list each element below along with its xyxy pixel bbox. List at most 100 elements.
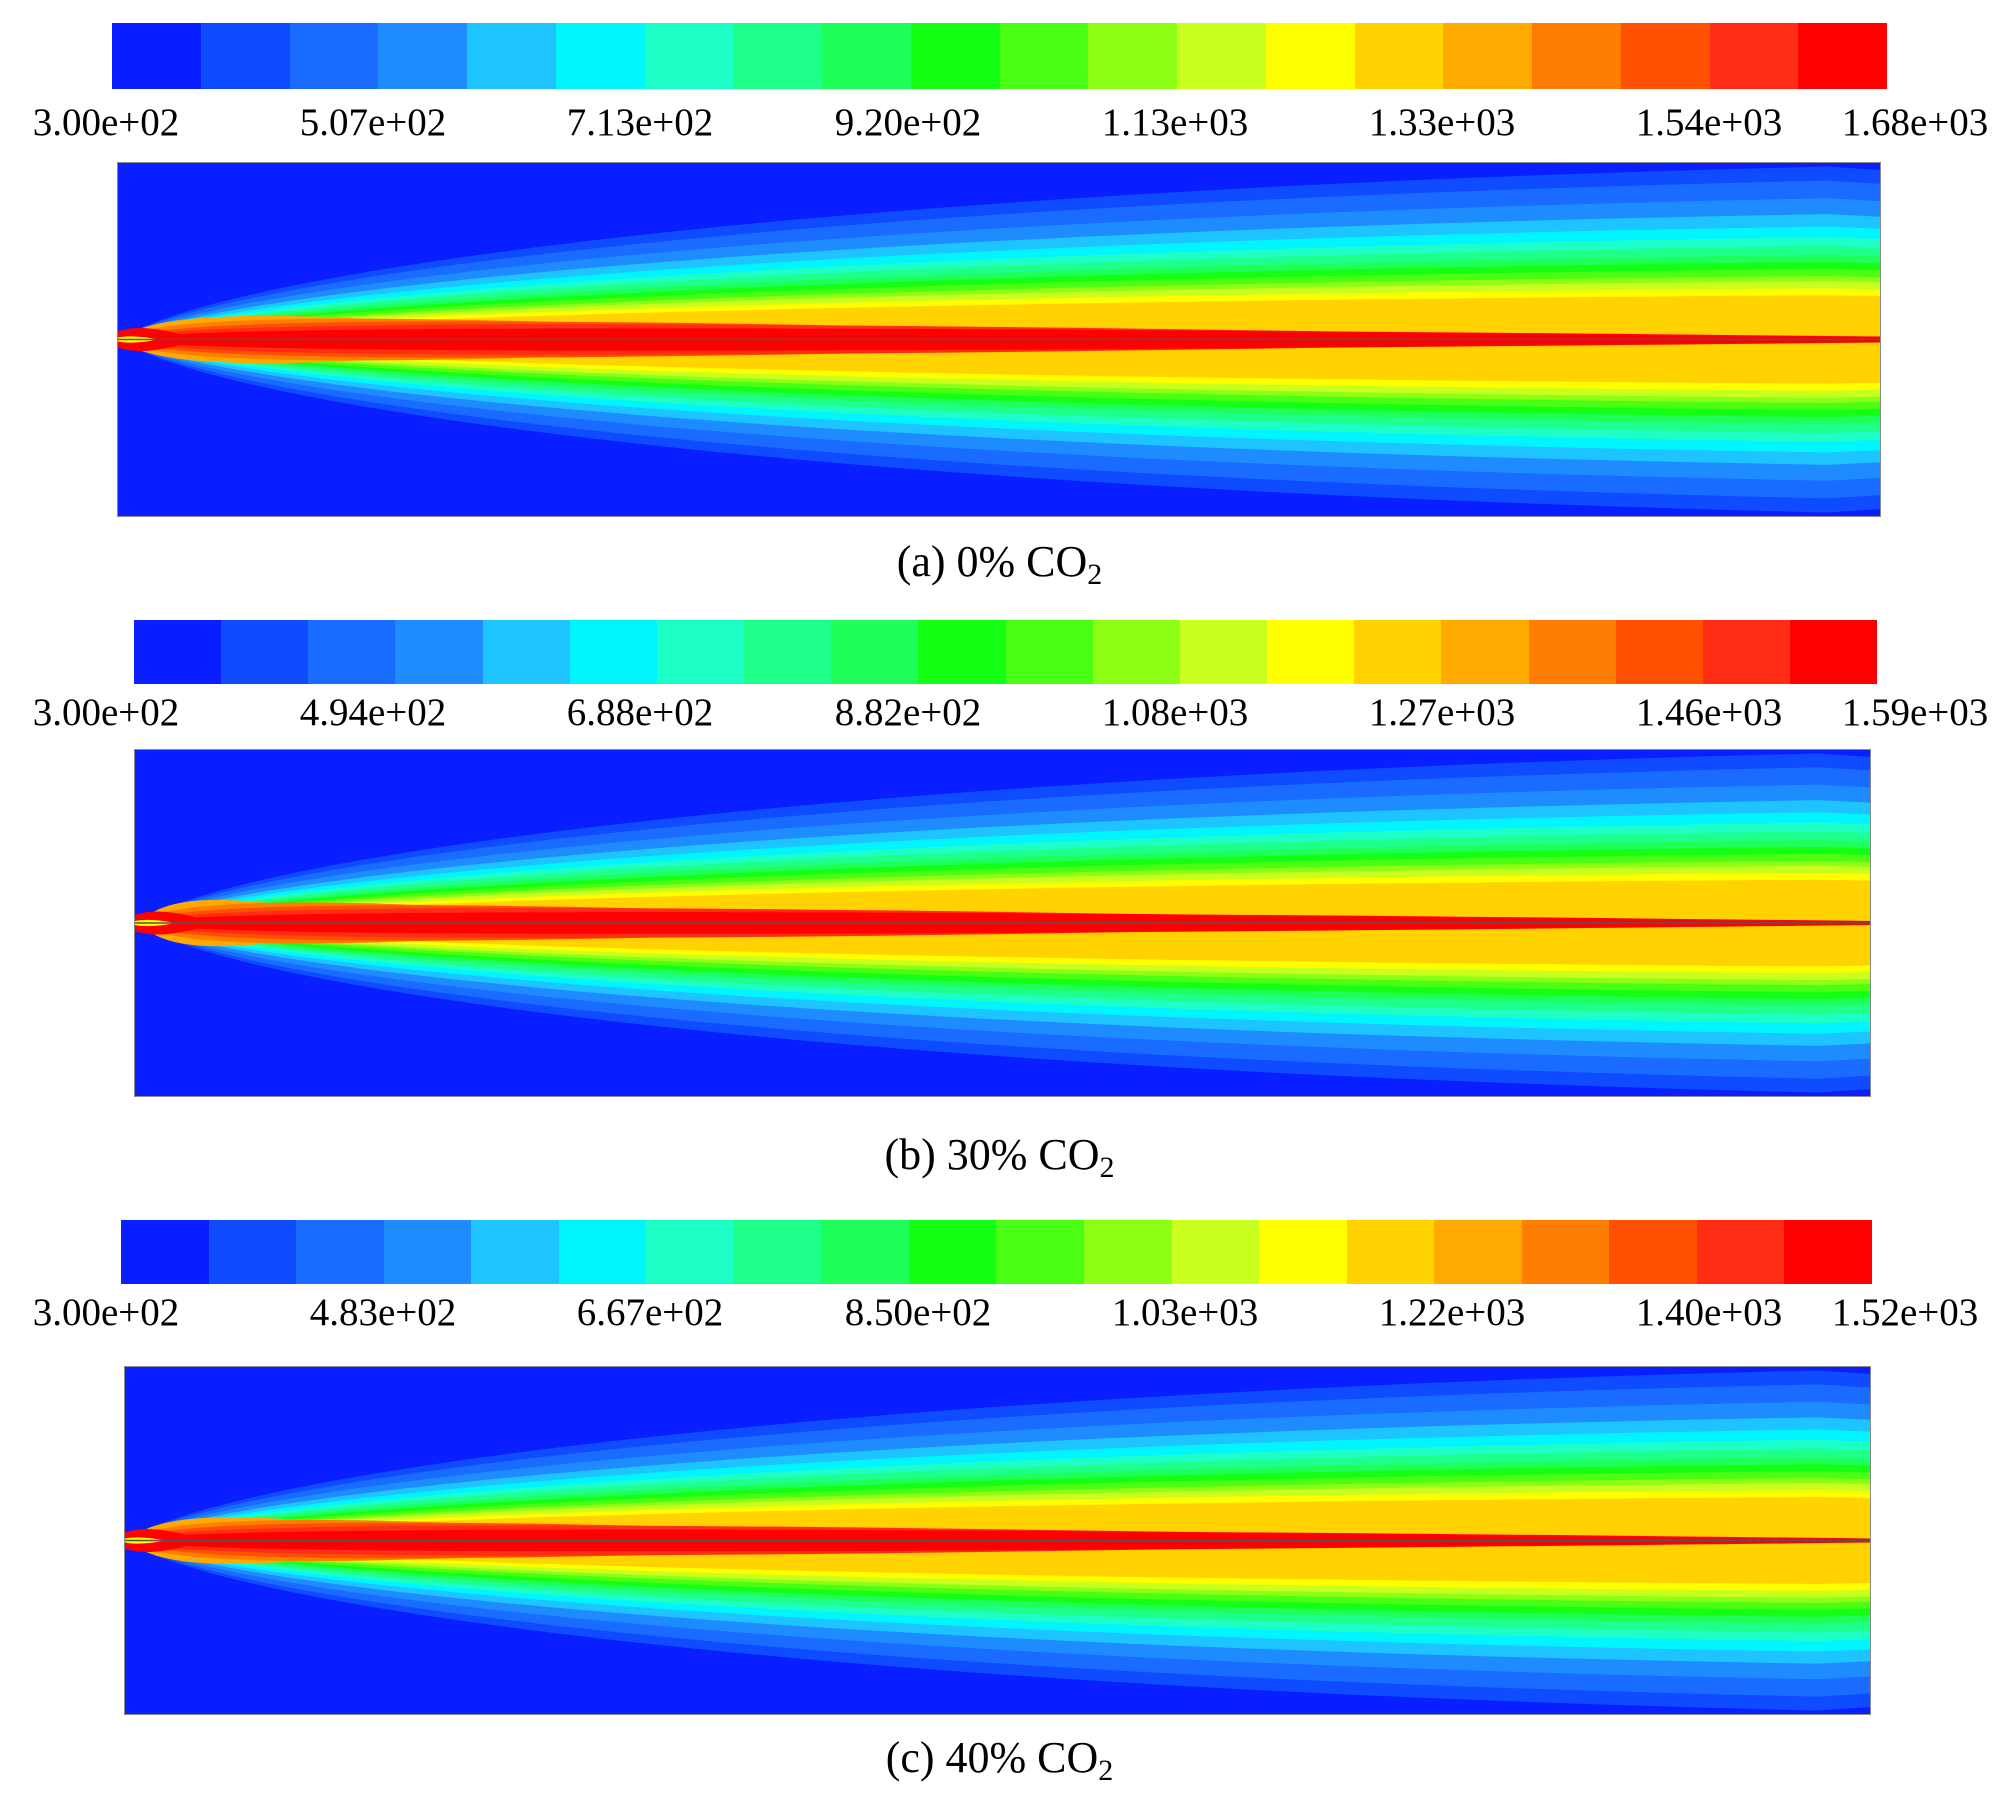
caption-text: (a) 0% CO bbox=[896, 537, 1088, 586]
colorbar-segment bbox=[1092, 620, 1180, 684]
caption: (a) 0% CO2 bbox=[0, 540, 1999, 590]
colorbar-tick-label: 1.27e+03 bbox=[1368, 691, 1516, 734]
colorbar-segment bbox=[1179, 620, 1268, 684]
colorbar-segment bbox=[1354, 23, 1444, 89]
colorbar-segment bbox=[1354, 620, 1442, 684]
colorbar-segment bbox=[221, 620, 309, 684]
colorbar-segment bbox=[644, 23, 734, 89]
colorbar-segment bbox=[996, 1220, 1085, 1284]
colorbar-segment bbox=[1265, 23, 1355, 89]
colorbar-segment bbox=[1441, 620, 1529, 684]
colorbar-tick-label: 1.08e+03 bbox=[1101, 691, 1249, 734]
colorbar-segment bbox=[1615, 620, 1703, 684]
colorbar-segment bbox=[1620, 23, 1710, 89]
colorbar-segment bbox=[910, 23, 1000, 89]
colorbar-segment bbox=[1789, 620, 1878, 684]
colorbar-tick-label: 1.03e+03 bbox=[1111, 1291, 1259, 1334]
colorbar-tick-label: 3.00e+02 bbox=[32, 101, 180, 144]
colorbar-segment bbox=[646, 1220, 734, 1284]
colorbar-segment bbox=[1702, 620, 1790, 684]
colorbar-segment bbox=[1088, 23, 1177, 89]
colorbar-segment bbox=[121, 1220, 209, 1284]
colorbar-segment bbox=[1696, 1220, 1785, 1284]
colorbar-segment bbox=[918, 620, 1006, 684]
colorbar-tick-label: 1.59e+03 bbox=[1841, 691, 1989, 734]
colorbar bbox=[112, 23, 1887, 89]
colorbar-segment bbox=[1528, 620, 1616, 684]
colorbar-segment bbox=[569, 620, 657, 684]
caption: (c) 40% CO2 bbox=[0, 1736, 1999, 1786]
colorbar-segment bbox=[112, 23, 201, 89]
colorbar-segment bbox=[1532, 23, 1621, 89]
colorbar-segment bbox=[1259, 1220, 1347, 1284]
colorbar-ticks: 3.00e+02 4.94e+02 6.88e+02 8.82e+02 1.08e+03… bbox=[0, 693, 1999, 738]
colorbar-tick-label: 3.00e+02 bbox=[32, 691, 180, 734]
colorbar-segment bbox=[1443, 23, 1532, 89]
colorbar-segment bbox=[1177, 23, 1266, 89]
colorbar-ticks: 3.00e+02 4.83e+02 6.67e+02 8.50e+02 1.03e+03… bbox=[0, 1293, 1999, 1338]
colorbar-segment bbox=[1346, 1220, 1435, 1284]
colorbar-segment bbox=[308, 620, 396, 684]
colorbar-segment bbox=[1267, 620, 1355, 684]
colorbar-segment bbox=[1521, 1220, 1610, 1284]
colorbar-tick-label: 4.94e+02 bbox=[299, 691, 447, 734]
colorbar-segment bbox=[821, 1220, 909, 1284]
colorbar-segment bbox=[471, 1220, 559, 1284]
colorbar-segment bbox=[656, 620, 745, 684]
colorbar-segment bbox=[999, 23, 1089, 89]
caption-text: (b) 30% CO bbox=[884, 1130, 1100, 1179]
colorbar-segment bbox=[383, 1220, 472, 1284]
colorbar-segment bbox=[1005, 620, 1093, 684]
colorbar-segment bbox=[822, 23, 911, 89]
colorbar-segment bbox=[1609, 1220, 1697, 1284]
colorbar-segment bbox=[134, 620, 222, 684]
colorbar-segment bbox=[733, 23, 822, 89]
colorbar-segment bbox=[208, 1220, 297, 1284]
temperature-field bbox=[124, 1366, 1871, 1715]
colorbar-tick-label: 6.88e+02 bbox=[566, 691, 714, 734]
caption: (b) 30% CO2 bbox=[0, 1133, 1999, 1183]
colorbar-segment bbox=[467, 23, 556, 89]
colorbar-segment bbox=[296, 1220, 384, 1284]
caption-subscript: 2 bbox=[1087, 558, 1103, 591]
colorbar-tick-label: 1.52e+03 bbox=[1831, 1291, 1979, 1334]
colorbar-ticks: 3.00e+02 5.07e+02 7.13e+02 9.20e+02 1.13e+03… bbox=[0, 103, 1999, 148]
colorbar-tick-label: 1.40e+03 bbox=[1635, 1291, 1783, 1334]
temperature-field bbox=[134, 749, 1871, 1097]
colorbar-tick-label: 3.00e+02 bbox=[32, 1291, 180, 1334]
temperature-field bbox=[117, 162, 1881, 517]
colorbar-tick-label: 1.13e+03 bbox=[1101, 101, 1249, 144]
colorbar-tick-label: 1.33e+03 bbox=[1368, 101, 1516, 144]
colorbar bbox=[134, 620, 1878, 684]
colorbar-segment bbox=[1798, 23, 1887, 89]
colorbar-segment bbox=[558, 1220, 647, 1284]
colorbar-tick-label: 6.67e+02 bbox=[576, 1291, 724, 1334]
colorbar-segment bbox=[1784, 1220, 1872, 1284]
colorbar-segment bbox=[395, 620, 483, 684]
colorbar-segment bbox=[555, 23, 645, 89]
colorbar-segment bbox=[378, 23, 467, 89]
colorbar-tick-label: 5.07e+02 bbox=[299, 101, 447, 144]
colorbar-segment bbox=[1434, 1220, 1522, 1284]
colorbar-segment bbox=[1084, 1220, 1172, 1284]
colorbar-segment bbox=[1709, 23, 1799, 89]
colorbar-tick-label: 4.83e+02 bbox=[309, 1291, 457, 1334]
colorbar-segment bbox=[744, 620, 832, 684]
colorbar-tick-label: 1.54e+03 bbox=[1635, 101, 1783, 144]
contour-svg bbox=[125, 1370, 1870, 1711]
caption-text: (c) 40% CO bbox=[885, 1733, 1099, 1782]
colorbar-tick-label: 1.22e+03 bbox=[1378, 1291, 1526, 1334]
colorbar-segment bbox=[733, 1220, 822, 1284]
colorbar-tick-label: 8.82e+02 bbox=[834, 691, 982, 734]
caption-subscript: 2 bbox=[1098, 1754, 1114, 1787]
colorbar-tick-label: 7.13e+02 bbox=[566, 101, 714, 144]
contour-svg bbox=[135, 753, 1870, 1093]
colorbar-segment bbox=[1171, 1220, 1260, 1284]
colorbar-tick-label: 9.20e+02 bbox=[834, 101, 982, 144]
colorbar-segment bbox=[908, 1220, 997, 1284]
colorbar-segment bbox=[482, 620, 570, 684]
colorbar-tick-label: 1.46e+03 bbox=[1635, 691, 1783, 734]
colorbar-segment bbox=[289, 23, 379, 89]
colorbar-tick-label: 1.68e+03 bbox=[1841, 101, 1989, 144]
